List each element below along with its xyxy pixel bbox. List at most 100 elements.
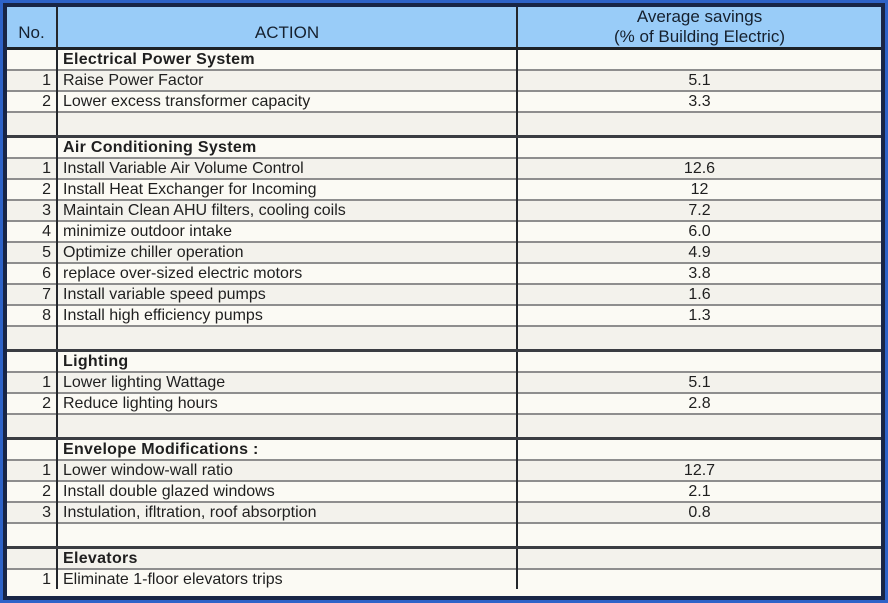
action-cell: Install double glazed windows (56, 480, 517, 502)
action-cell (56, 325, 517, 351)
action-cell (56, 111, 517, 137)
header-savings-line1: Average savings (636, 7, 763, 26)
section-header-row: Elevators (7, 546, 881, 569)
savings-value-cell (516, 522, 881, 548)
header-action: ACTION (56, 7, 517, 50)
row-number-cell (7, 522, 57, 548)
row-number-cell: 2 (7, 178, 57, 200)
savings-value-cell (516, 325, 881, 351)
row-number-cell: 3 (7, 501, 57, 523)
action-cell (56, 522, 517, 548)
table-row: 2 Install Heat Exchanger for Incoming 12 (7, 178, 881, 200)
savings-value-cell: 12.6 (516, 157, 881, 179)
savings-value-cell: 12.7 (516, 459, 881, 481)
savings-value-cell: 5.1 (516, 371, 881, 393)
table-row: 8 Install high efficiency pumps 1.3 (7, 304, 881, 326)
table-row: 1 Eliminate 1-floor elevators trips (7, 568, 881, 589)
row-number-cell: 2 (7, 480, 57, 502)
spacer-row (7, 111, 881, 137)
action-cell: Lower lighting Wattage (56, 371, 517, 393)
row-number-cell: 6 (7, 262, 57, 284)
table-row: 5 Optimize chiller operation 4.9 (7, 241, 881, 263)
table-row: 4 minimize outdoor intake 6.0 (7, 220, 881, 242)
row-number-cell (7, 349, 57, 372)
spacer-row (7, 325, 881, 351)
row-number-cell (7, 413, 57, 439)
table-row: 2 Lower excess transformer capacity 3.3 (7, 90, 881, 112)
row-number-cell: 2 (7, 392, 57, 414)
header-row: No. ACTION Average savings (% of Buildin… (7, 7, 881, 50)
savings-value-cell (516, 546, 881, 569)
section-title: Air Conditioning System (56, 135, 517, 158)
section-header-row: Envelope Modifications : (7, 437, 881, 460)
row-number-cell: 7 (7, 283, 57, 305)
action-cell: Lower excess transformer capacity (56, 90, 517, 112)
savings-value-cell (516, 349, 881, 372)
row-number-cell: 1 (7, 568, 57, 589)
savings-value-cell: 2.1 (516, 480, 881, 502)
action-cell: Install Heat Exchanger for Incoming (56, 178, 517, 200)
savings-value-cell: 2.8 (516, 392, 881, 414)
savings-value-cell (516, 437, 881, 460)
row-number-cell: 1 (7, 371, 57, 393)
table-row: 2 Reduce lighting hours 2.8 (7, 392, 881, 414)
savings-value-cell (516, 48, 881, 70)
savings-value-cell: 7.2 (516, 199, 881, 221)
row-number-cell (7, 325, 57, 351)
savings-value-cell: 3.8 (516, 262, 881, 284)
row-number-cell: 3 (7, 199, 57, 221)
action-cell: Install high efficiency pumps (56, 304, 517, 326)
table-row: 1 Lower window-wall ratio 12.7 (7, 459, 881, 481)
table-row: 3 Instulation, ifltration, roof absorptio… (7, 501, 881, 523)
section-title: Lighting (56, 349, 517, 372)
table-body: Electrical Power System 1 Raise Power Fact… (7, 48, 881, 589)
spacer-row (7, 413, 881, 439)
table-row: 1 Raise Power Factor 5.1 (7, 69, 881, 91)
savings-value-cell: 3.3 (516, 90, 881, 112)
action-cell: Install Variable Air Volume Control (56, 157, 517, 179)
action-cell: Reduce lighting hours (56, 392, 517, 414)
row-number-cell (7, 111, 57, 137)
header-savings-line2: (% of Building Electric) (613, 27, 785, 46)
spacer-row (7, 522, 881, 548)
action-cell (56, 413, 517, 439)
section-title: Elevators (56, 546, 517, 569)
savings-value-cell: 12 (516, 178, 881, 200)
action-cell: Install variable speed pumps (56, 283, 517, 305)
table-row: 3 Maintain Clean AHU filters, cooling coi… (7, 199, 881, 221)
row-number-cell: 8 (7, 304, 57, 326)
savings-value-cell: 1.6 (516, 283, 881, 305)
action-cell: Eliminate 1-floor elevators trips (56, 568, 517, 589)
action-cell: replace over-sized electric motors (56, 262, 517, 284)
row-number-cell (7, 437, 57, 460)
section-header-row: Lighting (7, 349, 881, 372)
section-title: Envelope Modifications : (56, 437, 517, 460)
action-cell: minimize outdoor intake (56, 220, 517, 242)
table-frame-inner: No. ACTION Average savings (% of Buildin… (3, 3, 885, 600)
table-row: 6 replace over-sized electric motors 3.8 (7, 262, 881, 284)
section-header-row: Electrical Power System (7, 48, 881, 70)
savings-table: No. ACTION Average savings (% of Buildin… (7, 7, 881, 589)
row-number-cell (7, 546, 57, 569)
row-number-cell: 2 (7, 90, 57, 112)
savings-value-cell: 4.9 (516, 241, 881, 263)
savings-value-cell (516, 135, 881, 158)
row-number-cell: 1 (7, 157, 57, 179)
row-number-cell: 1 (7, 459, 57, 481)
action-cell: Maintain Clean AHU filters, cooling coil… (56, 199, 517, 221)
section-header-row: Air Conditioning System (7, 135, 881, 158)
action-cell: Raise Power Factor (56, 69, 517, 91)
row-number-cell (7, 135, 57, 158)
savings-value-cell (516, 111, 881, 137)
header-no: No. (7, 7, 57, 50)
row-number-cell (7, 48, 57, 70)
row-number-cell: 5 (7, 241, 57, 263)
table-row: 7 Install variable speed pumps 1.6 (7, 283, 881, 305)
table-row: 1 Lower lighting Wattage 5.1 (7, 371, 881, 393)
action-cell: Optimize chiller operation (56, 241, 517, 263)
savings-value-cell (516, 568, 881, 589)
table-row: 2 Install double glazed windows 2.1 (7, 480, 881, 502)
action-cell: Lower window-wall ratio (56, 459, 517, 481)
action-cell: Instulation, ifltration, roof absorption (56, 501, 517, 523)
